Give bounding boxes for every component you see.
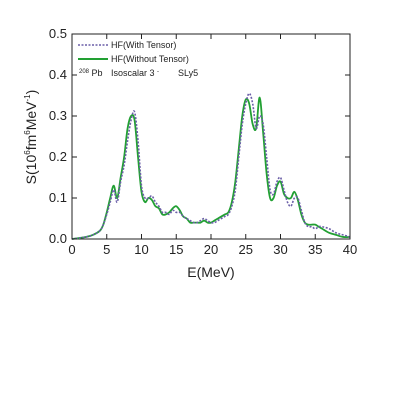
x-tick-label-40: 40 bbox=[343, 242, 357, 257]
x-tick-label-20: 20 bbox=[204, 242, 218, 257]
y-tick-label-0.0: 0.0 bbox=[49, 231, 67, 246]
svg-text:Isoscalar 3 -: Isoscalar 3 - bbox=[111, 68, 159, 78]
y-axis-label: S(106fm6MeV-1) bbox=[23, 90, 39, 185]
series-layer bbox=[71, 92, 351, 240]
y-tick-label-0.3: 0.3 bbox=[49, 108, 67, 123]
x-tick-label-5: 5 bbox=[103, 242, 110, 257]
y-label-exp-1: 6 bbox=[23, 150, 32, 155]
y-label-part-3: MeV bbox=[23, 101, 39, 130]
plot-frame bbox=[71, 33, 351, 240]
annotation-force: SLy5 bbox=[178, 68, 198, 78]
y-label-part-1: S(10 bbox=[23, 155, 39, 185]
annotation-nucleus: Pb bbox=[92, 68, 103, 78]
y-label-part-4: ) bbox=[23, 90, 39, 95]
x-axis-label: E(MeV) bbox=[187, 264, 234, 280]
tick-layer: 0 5 10 15 20 25 30 35 40 0.0 0.1 0.2 0.3 0.4 0.5 bbox=[49, 26, 357, 257]
x-tick-label-0: 0 bbox=[68, 242, 75, 257]
legend-label-with-tensor: HF(With Tensor) bbox=[111, 40, 176, 50]
legend-label-without-tensor: HF(Without Tensor) bbox=[111, 54, 189, 64]
annotation-mass-number: 208 bbox=[79, 69, 90, 75]
series-line-hf-with-tensor bbox=[71, 92, 351, 240]
series-line-hf-without-tensor bbox=[71, 96, 351, 240]
svg-text:208 Pb: 208 Pb bbox=[79, 65, 103, 78]
y-tick-label-0.1: 0.1 bbox=[49, 190, 67, 205]
x-tick-label-30: 30 bbox=[273, 242, 287, 257]
x-tick-label-35: 35 bbox=[308, 242, 322, 257]
y-tick-label-0.4: 0.4 bbox=[49, 67, 67, 82]
annotation-channel-superscript: - bbox=[157, 69, 159, 75]
x-tick-label-15: 15 bbox=[169, 242, 183, 257]
x-tick-label-10: 10 bbox=[134, 242, 148, 257]
annotation-channel: Isoscalar 3 bbox=[111, 68, 155, 78]
legend: HF(With Tensor) HF(Without Tensor) bbox=[78, 40, 189, 64]
y-tick-label-0.5: 0.5 bbox=[49, 26, 67, 41]
y-label-exp-3: -1 bbox=[23, 94, 32, 102]
annotation: 208 Pb Isoscalar 3 - SLy5 bbox=[79, 65, 198, 78]
y-label-part-2: fm bbox=[23, 135, 39, 151]
x-tick-label-25: 25 bbox=[239, 242, 253, 257]
y-tick-label-0.2: 0.2 bbox=[49, 149, 67, 164]
y-label-exp-2: 6 bbox=[23, 130, 32, 135]
